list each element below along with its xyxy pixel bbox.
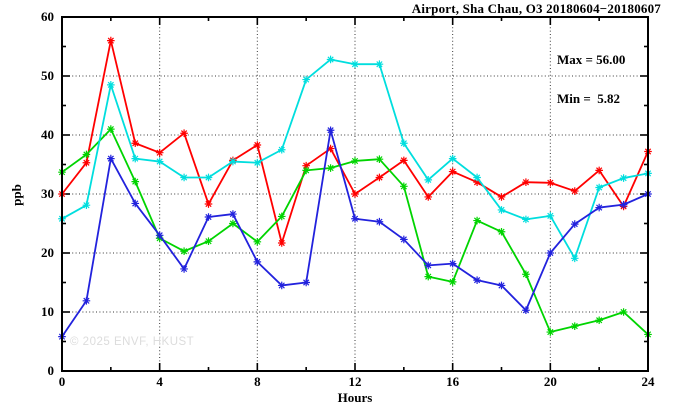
x-tick-label: 20	[543, 374, 557, 389]
y-tick-label: 40	[41, 127, 54, 142]
y-tick-label: 20	[41, 245, 54, 260]
plot-border	[61, 16, 649, 372]
x-tick-label: 24	[641, 374, 655, 389]
watermark: © 2025 ENVF, HKUST	[70, 336, 195, 348]
y-tick-label: 60	[41, 9, 54, 24]
x-tick-label: 8	[254, 374, 261, 389]
y-tick-label: 50	[41, 68, 54, 83]
legend-min-line: Min = 5.82	[557, 91, 621, 106]
legend: Max = 56.00 Min = 5.82	[557, 27, 625, 131]
y-tick-label: 10	[41, 304, 54, 319]
x-tick-label: 16	[446, 374, 460, 389]
x-axis-label: Hours	[337, 390, 373, 405]
x-tick-label: 0	[58, 374, 66, 389]
x-tick-label: 12	[348, 374, 362, 389]
y-tick-label: 0	[47, 363, 55, 378]
legend-max-line: Max = 56.00	[557, 52, 626, 67]
chart-title: Airport, Sha Chau, O3 20180604−20180607	[411, 1, 661, 16]
x-tick-label: 4	[156, 374, 163, 389]
y-tick-label: 30	[41, 186, 54, 201]
